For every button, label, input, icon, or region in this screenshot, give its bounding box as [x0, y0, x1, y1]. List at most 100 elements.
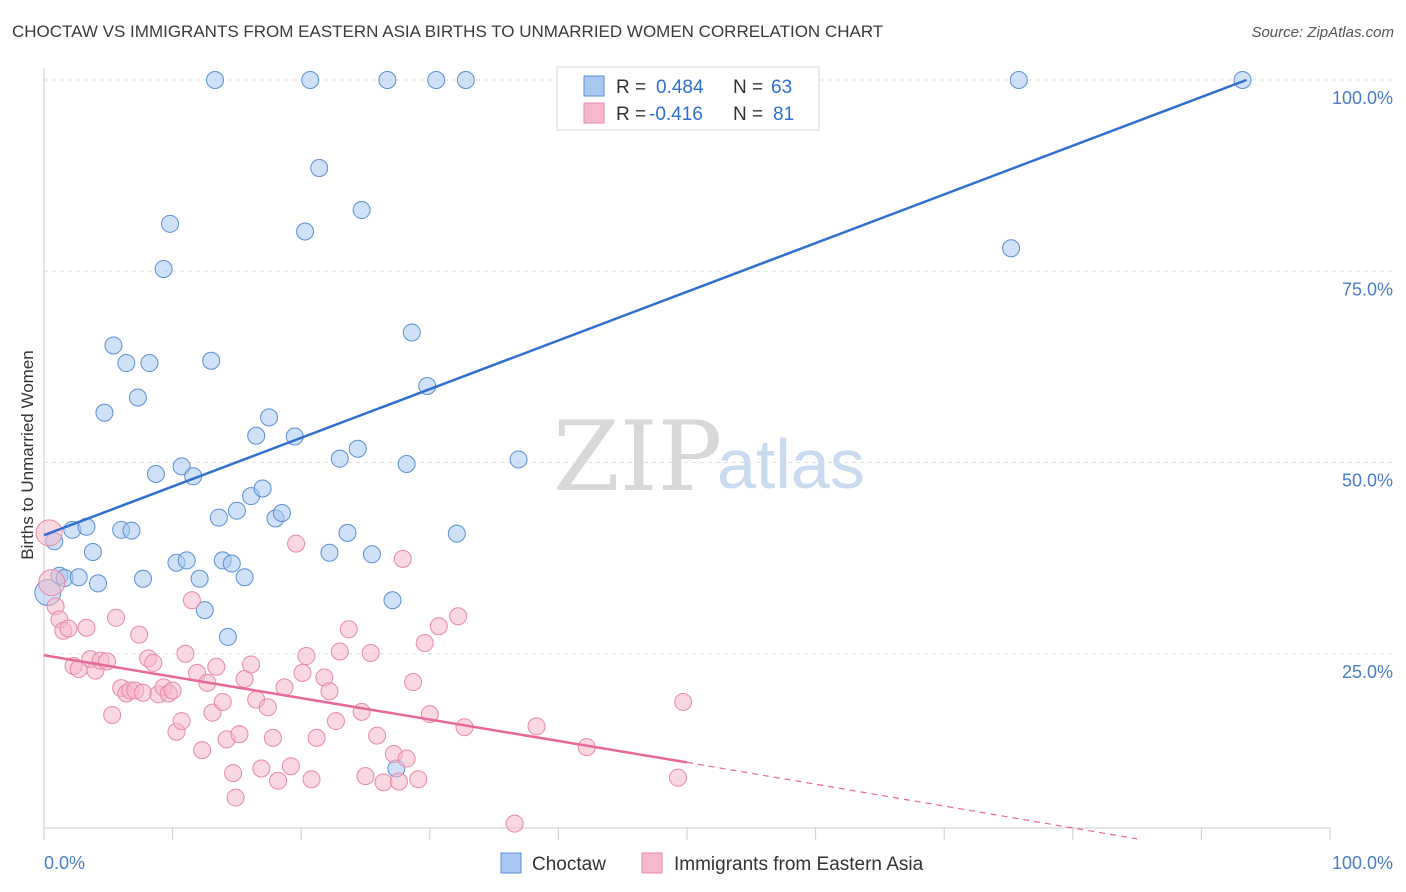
y-axis-title: Births to Unmarried Women	[18, 350, 37, 559]
x-tick-label-max: 100.0%	[1332, 853, 1393, 873]
bottom-legend-choctaw: Choctaw	[532, 854, 606, 875]
choctaw-point	[202, 351, 221, 370]
choctaw-point	[69, 568, 88, 587]
choctaw-point	[146, 464, 165, 483]
immigrants-point	[252, 759, 271, 778]
immigrants-point	[393, 549, 412, 568]
immigrants-point	[505, 814, 524, 833]
choctaw-point	[509, 450, 528, 469]
immigrants-point	[224, 764, 243, 783]
legend-swatch-immigrants	[583, 102, 605, 124]
scatter-points	[34, 71, 1252, 833]
choctaw-point	[301, 71, 320, 89]
immigrants-point	[207, 657, 226, 676]
choctaw-point	[402, 323, 421, 342]
y-tick-label: 100.0%	[1332, 88, 1393, 108]
immigrants-point	[263, 728, 282, 747]
legend-n-label: N =	[733, 104, 763, 125]
choctaw-point	[227, 501, 246, 520]
choctaw-point	[260, 408, 279, 427]
choctaw-point	[310, 158, 329, 177]
choctaw-point	[447, 524, 466, 543]
choctaw-point	[177, 551, 196, 570]
choctaw-point	[89, 574, 108, 593]
immigrants-point	[130, 625, 149, 644]
immigrants-point	[449, 607, 468, 626]
choctaw-point	[134, 569, 153, 588]
choctaw-point	[172, 457, 191, 476]
immigrants-point	[330, 642, 349, 661]
immigrants-point	[368, 726, 387, 745]
immigrants-point	[213, 692, 232, 711]
choctaw-point	[95, 403, 114, 422]
immigrants-point	[134, 683, 153, 702]
choctaw-point	[235, 568, 254, 587]
choctaw-point	[397, 455, 416, 474]
choctaw-point	[348, 439, 367, 458]
choctaw-point	[128, 388, 147, 407]
y-tick-label: 50.0%	[1342, 471, 1393, 491]
choctaw-point	[272, 503, 291, 522]
choctaw-point	[330, 449, 349, 468]
legend-r-label: R =	[616, 77, 646, 98]
choctaw-point	[195, 601, 214, 620]
immigrants-point	[356, 767, 375, 786]
immigrants-point	[230, 725, 249, 744]
choctaw-point	[383, 591, 402, 610]
immigrants-point	[193, 741, 212, 760]
legend-r-label: R =	[616, 104, 646, 125]
choctaw-point	[378, 71, 397, 89]
choctaw-point	[209, 508, 228, 527]
immigrants-point	[281, 757, 300, 776]
immigrants-point	[59, 619, 78, 638]
immigrants-point	[226, 788, 245, 807]
immigrants-point	[389, 772, 408, 791]
immigrants-point	[242, 655, 261, 674]
x-tick-label-min: 0.0%	[44, 853, 85, 873]
immigrants-point	[144, 653, 163, 672]
choctaw-point	[218, 627, 237, 646]
y-tick-label: 75.0%	[1342, 279, 1393, 299]
immigrants-point	[176, 644, 195, 663]
y-tick-label: 25.0%	[1342, 662, 1393, 682]
chart-title: CHOCTAW VS IMMIGRANTS FROM EASTERN ASIA …	[12, 22, 884, 41]
source-label: Source: ZipAtlas.com	[1251, 24, 1394, 41]
immigrants-point	[397, 749, 416, 768]
legend-n-value-choctaw: 63	[771, 77, 792, 98]
immigrants-point	[404, 673, 423, 692]
immigrants-point	[415, 634, 434, 653]
choctaw-trend-line	[43, 78, 1247, 537]
immigrants-point	[103, 705, 122, 724]
immigrants-point	[269, 771, 288, 790]
choctaw-point	[1233, 71, 1252, 89]
choctaw-point	[190, 569, 209, 588]
legend-r-value-immigrants: -0.416	[649, 104, 703, 125]
immigrants-point	[287, 534, 306, 553]
immigrants-point	[172, 712, 191, 731]
immigrants-point	[107, 608, 126, 627]
immigrants-point	[320, 682, 339, 701]
immigrants-point	[307, 728, 326, 747]
legend-n-label: N =	[733, 77, 763, 98]
legend-swatch-choctaw	[583, 75, 605, 97]
gridlines	[44, 79, 1393, 655]
immigrants-trend-line	[43, 654, 688, 764]
choctaw-point	[222, 554, 241, 573]
immigrants-point	[326, 712, 345, 731]
choctaw-point	[1002, 239, 1021, 258]
choctaw-point	[362, 545, 381, 564]
immigrants-point	[163, 681, 182, 700]
immigrants-point	[182, 591, 201, 610]
y-tick-labels: 25.0% 50.0% 75.0% 100.0%	[1332, 88, 1393, 682]
choctaw-point	[338, 523, 357, 542]
choctaw-point	[104, 336, 123, 355]
immigrants-point	[302, 770, 321, 789]
trend-lines	[43, 78, 1247, 840]
choctaw-point	[296, 222, 315, 241]
watermark-zip: ZIP	[553, 401, 722, 513]
bottom-legend-swatch-immigrants	[641, 852, 663, 874]
bottom-legend-swatch-choctaw	[500, 852, 522, 874]
choctaw-point	[1009, 71, 1028, 89]
bottom-legend-immigrants: Immigrants from Eastern Asia	[674, 854, 924, 875]
